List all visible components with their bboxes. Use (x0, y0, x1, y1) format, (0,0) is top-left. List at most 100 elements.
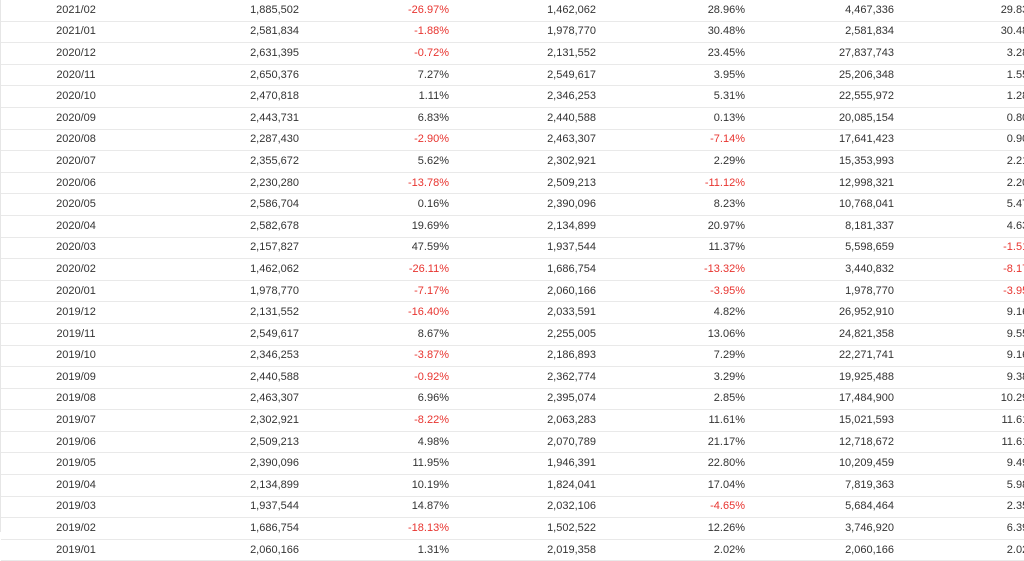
month-cell: 2020/05 (1, 193, 151, 216)
cumulative-value-cell: 20,085,154 (747, 107, 896, 130)
cumulative-yoy-cell: 2.20% (896, 172, 1024, 195)
prior-year-value-cell: 2,549,617 (452, 64, 599, 87)
prior-year-value-cell: 2,362,774 (452, 366, 599, 389)
prior-year-value-cell: 1,686,754 (452, 258, 599, 281)
value-cell: 2,060,166 (151, 539, 305, 561)
month-cell: 2019/12 (1, 301, 151, 324)
yoy-change-cell: 7.29% (599, 345, 747, 368)
mom-change-cell: 1.31% (305, 539, 452, 561)
table-row: 2019/01 2,060,166 1.31% 2,019,358 2.02% 2,060… (1, 539, 1024, 561)
table-row: 2019/11 2,549,617 8.67% 2,255,005 13.06% 24,8… (1, 323, 1024, 346)
table-row: 2019/03 1,937,544 14.87% 2,032,106 -4.65% 5,6… (1, 496, 1024, 519)
cumulative-yoy-cell: 2.21% (896, 150, 1024, 173)
month-cell: 2021/01 (1, 21, 151, 44)
table-row: 2020/10 2,470,818 1.11% 2,346,253 5.31% 22,55… (1, 85, 1024, 108)
mom-change-cell: 10.19% (305, 474, 452, 497)
cumulative-value-cell: 22,271,741 (747, 345, 896, 368)
cumulative-yoy-cell: -1.51% (896, 237, 1024, 260)
prior-year-value-cell: 2,060,166 (452, 280, 599, 303)
yoy-change-cell: 22.80% (599, 452, 747, 476)
cumulative-yoy-cell: 9.55% (896, 323, 1024, 346)
month-cell: 2020/02 (1, 258, 151, 281)
month-cell: 2019/04 (1, 474, 151, 497)
month-cell: 2019/10 (1, 345, 151, 368)
value-cell: 2,650,376 (151, 64, 305, 87)
yoy-change-cell: -4.65% (599, 496, 747, 519)
cumulative-yoy-cell: 30.48% (896, 21, 1024, 44)
prior-year-value-cell: 2,255,005 (452, 323, 599, 346)
mom-change-cell: -26.11% (305, 258, 452, 281)
month-cell: 2020/12 (1, 42, 151, 65)
mom-change-cell: 14.87% (305, 496, 452, 519)
mom-change-cell: -8.22% (305, 409, 452, 432)
table-row: 2020/01 1,978,770 -7.17% 2,060,166 -3.95% 1,9… (1, 280, 1024, 303)
table-row: 2020/05 2,586,704 0.16% 2,390,096 8.23% 10,76… (1, 193, 1024, 216)
mom-change-cell: -3.87% (305, 345, 452, 368)
prior-year-value-cell: 2,509,213 (452, 172, 599, 195)
table-row: 2020/06 2,230,280 -13.78% 2,509,213 -11.12% 1… (1, 172, 1024, 195)
value-cell: 2,582,678 (151, 215, 305, 238)
yoy-change-cell: 8.23% (599, 193, 747, 216)
table-row: 2019/04 2,134,899 10.19% 1,824,041 17.04% 7,8… (1, 474, 1024, 497)
yoy-change-cell: 3.95% (599, 64, 747, 87)
prior-year-value-cell: 2,346,253 (452, 85, 599, 108)
cumulative-value-cell: 26,952,910 (747, 301, 896, 324)
month-cell: 2019/11 (1, 323, 151, 346)
month-cell: 2020/10 (1, 85, 151, 108)
mom-change-cell: 5.62% (305, 150, 452, 173)
month-cell: 2021/02 (1, 0, 151, 22)
table-row: 2019/12 2,131,552 -16.40% 2,033,591 4.82% 26,… (1, 301, 1024, 324)
mom-change-cell: -1.88% (305, 21, 452, 44)
mom-change-cell: -0.72% (305, 42, 452, 65)
table-row: 2020/04 2,582,678 19.69% 2,134,899 20.97% 8,1… (1, 215, 1024, 238)
cumulative-value-cell: 19,925,488 (747, 366, 896, 389)
cumulative-value-cell: 3,440,832 (747, 258, 896, 281)
month-cell: 2020/06 (1, 172, 151, 195)
cumulative-value-cell: 2,581,834 (747, 21, 896, 44)
value-cell: 2,230,280 (151, 172, 305, 195)
value-cell: 2,440,588 (151, 366, 305, 389)
cumulative-yoy-cell: 6.39% (896, 517, 1024, 540)
prior-year-value-cell: 2,186,893 (452, 345, 599, 368)
cumulative-value-cell: 12,998,321 (747, 172, 896, 195)
table-row: 2020/02 1,462,062 -26.11% 1,686,754 -13.32% 3… (1, 258, 1024, 281)
month-cell: 2019/07 (1, 409, 151, 432)
yoy-change-cell: -3.95% (599, 280, 747, 303)
value-cell: 2,443,731 (151, 107, 305, 130)
month-cell: 2020/07 (1, 150, 151, 173)
value-cell: 2,134,899 (151, 474, 305, 497)
yoy-change-cell: 17.04% (599, 474, 747, 497)
prior-year-value-cell: 1,946,391 (452, 452, 599, 476)
table-row: 2019/09 2,440,588 -0.92% 2,362,774 3.29% 19,9… (1, 366, 1024, 389)
prior-year-value-cell: 1,824,041 (452, 474, 599, 497)
mom-change-cell: 6.96% (305, 388, 452, 411)
prior-year-value-cell: 2,131,552 (452, 42, 599, 65)
cumulative-yoy-cell: 11.61% (896, 409, 1024, 432)
prior-year-value-cell: 2,440,588 (452, 107, 599, 130)
value-cell: 1,462,062 (151, 258, 305, 281)
mom-change-cell: -2.90% (305, 129, 452, 152)
mom-change-cell: -7.17% (305, 280, 452, 303)
cumulative-yoy-cell: 3.28% (896, 42, 1024, 65)
prior-year-value-cell: 2,134,899 (452, 215, 599, 238)
month-cell: 2019/01 (1, 539, 151, 561)
mom-change-cell: -0.92% (305, 366, 452, 389)
prior-year-value-cell: 1,462,062 (452, 0, 599, 22)
cumulative-yoy-cell: 0.90% (896, 129, 1024, 152)
prior-year-value-cell: 2,463,307 (452, 129, 599, 152)
cumulative-yoy-cell: 11.61% (896, 431, 1024, 454)
mom-change-cell: 4.98% (305, 431, 452, 454)
yoy-change-cell: 28.96% (599, 0, 747, 22)
yoy-change-cell: 4.82% (599, 301, 747, 324)
prior-year-value-cell: 2,033,591 (452, 301, 599, 324)
value-cell: 2,157,827 (151, 237, 305, 260)
yoy-change-cell: -13.32% (599, 258, 747, 281)
yoy-change-cell: 0.13% (599, 107, 747, 130)
yoy-change-cell: 5.31% (599, 85, 747, 108)
yoy-change-cell: 13.06% (599, 323, 747, 346)
month-cell: 2019/09 (1, 366, 151, 389)
yoy-change-cell: 3.29% (599, 366, 747, 389)
cumulative-yoy-cell: 1.28% (896, 85, 1024, 108)
cumulative-yoy-cell: 2.35% (896, 496, 1024, 519)
